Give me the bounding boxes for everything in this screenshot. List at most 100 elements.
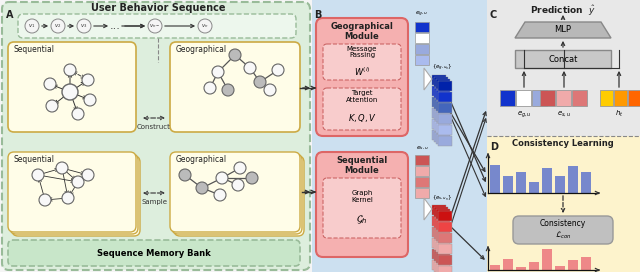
FancyBboxPatch shape [10,154,138,234]
Bar [434,207,448,217]
Bar [436,134,450,144]
FancyBboxPatch shape [316,152,408,257]
Bar [487,136,640,272]
Polygon shape [424,198,432,220]
Text: $W^{(l)}$: $W^{(l)}$ [354,66,371,78]
Text: Graph
Kernel: Graph Kernel [351,190,373,202]
Bar [568,260,578,270]
Bar [438,222,452,232]
Circle shape [72,176,84,188]
Circle shape [148,19,162,33]
Bar [516,172,526,193]
Bar [436,253,450,263]
FancyBboxPatch shape [513,216,613,244]
Bar [432,205,446,215]
FancyBboxPatch shape [170,42,300,132]
Bar [432,227,446,237]
Bar [432,130,446,140]
Text: A: A [6,10,13,20]
Circle shape [44,78,56,90]
Bar [438,114,452,124]
Bar [540,90,555,106]
Bar [415,166,429,176]
Bar [434,229,448,239]
Circle shape [64,64,76,76]
Bar [438,266,452,272]
Text: Geographical
Module: Geographical Module [331,22,394,41]
FancyBboxPatch shape [170,152,300,232]
Circle shape [77,19,91,33]
Text: Consistency Learning: Consistency Learning [512,139,614,148]
Circle shape [198,19,212,33]
Circle shape [72,108,84,120]
Bar [436,231,450,241]
Text: $\{e_{g,u_n}\}$: $\{e_{g,u_n}\}$ [432,63,452,73]
Bar [434,132,448,142]
Bar [516,90,531,106]
Circle shape [25,19,39,33]
Bar [555,265,565,270]
Bar [438,233,452,243]
Bar [436,112,450,122]
Circle shape [246,172,258,184]
Circle shape [232,179,244,191]
Circle shape [214,189,226,201]
Text: $e_{g,u}$: $e_{g,u}$ [516,109,531,119]
FancyBboxPatch shape [323,88,401,130]
FancyBboxPatch shape [2,2,310,270]
Bar [436,79,450,89]
Bar [436,90,450,100]
Text: $K, Q, V$: $K, Q, V$ [348,112,376,124]
FancyBboxPatch shape [172,154,302,234]
Circle shape [82,169,94,181]
Bar [434,77,448,87]
Text: $h_t$: $h_t$ [615,109,623,119]
Text: $v_1$: $v_1$ [28,22,36,30]
Bar [503,176,513,193]
Text: $v_n$: $v_n$ [201,22,209,30]
Bar [434,240,448,250]
Text: $e_{s,u}$: $e_{s,u}$ [415,145,428,152]
Bar [434,110,448,120]
FancyBboxPatch shape [316,18,408,136]
Circle shape [204,82,216,94]
Circle shape [222,84,234,96]
FancyBboxPatch shape [174,156,304,236]
Bar [415,55,429,65]
Bar [432,216,446,226]
Bar [529,262,539,270]
Bar [415,188,429,198]
Text: $e_{g,u}$: $e_{g,u}$ [415,10,429,19]
Bar [415,44,429,54]
Bar [415,33,429,43]
Circle shape [212,66,224,78]
Bar [532,90,547,106]
Text: Concat: Concat [548,54,578,63]
Text: User Behavior Sequence: User Behavior Sequence [91,3,225,13]
Bar [490,165,500,193]
Text: B: B [314,10,321,20]
Bar [432,119,446,129]
Bar [436,220,450,230]
Bar [436,242,450,252]
Circle shape [62,192,74,204]
Bar [438,103,452,113]
Circle shape [272,64,284,76]
Text: Sample: Sample [141,199,167,205]
Bar [555,176,565,193]
Text: D: D [490,142,498,152]
Circle shape [39,194,51,206]
FancyBboxPatch shape [12,156,140,236]
Bar [438,125,452,135]
Bar [432,86,446,96]
Text: Geographical: Geographical [176,45,227,54]
Text: $\{e_{s,u_n}\}$: $\{e_{s,u_n}\}$ [432,194,452,203]
Bar [415,177,429,187]
Bar [542,249,552,270]
Bar [432,75,446,85]
FancyBboxPatch shape [8,240,300,266]
Circle shape [84,94,96,106]
Text: Message
Passing: Message Passing [347,45,377,58]
Bar [432,97,446,107]
Text: Sequential: Sequential [14,155,55,164]
